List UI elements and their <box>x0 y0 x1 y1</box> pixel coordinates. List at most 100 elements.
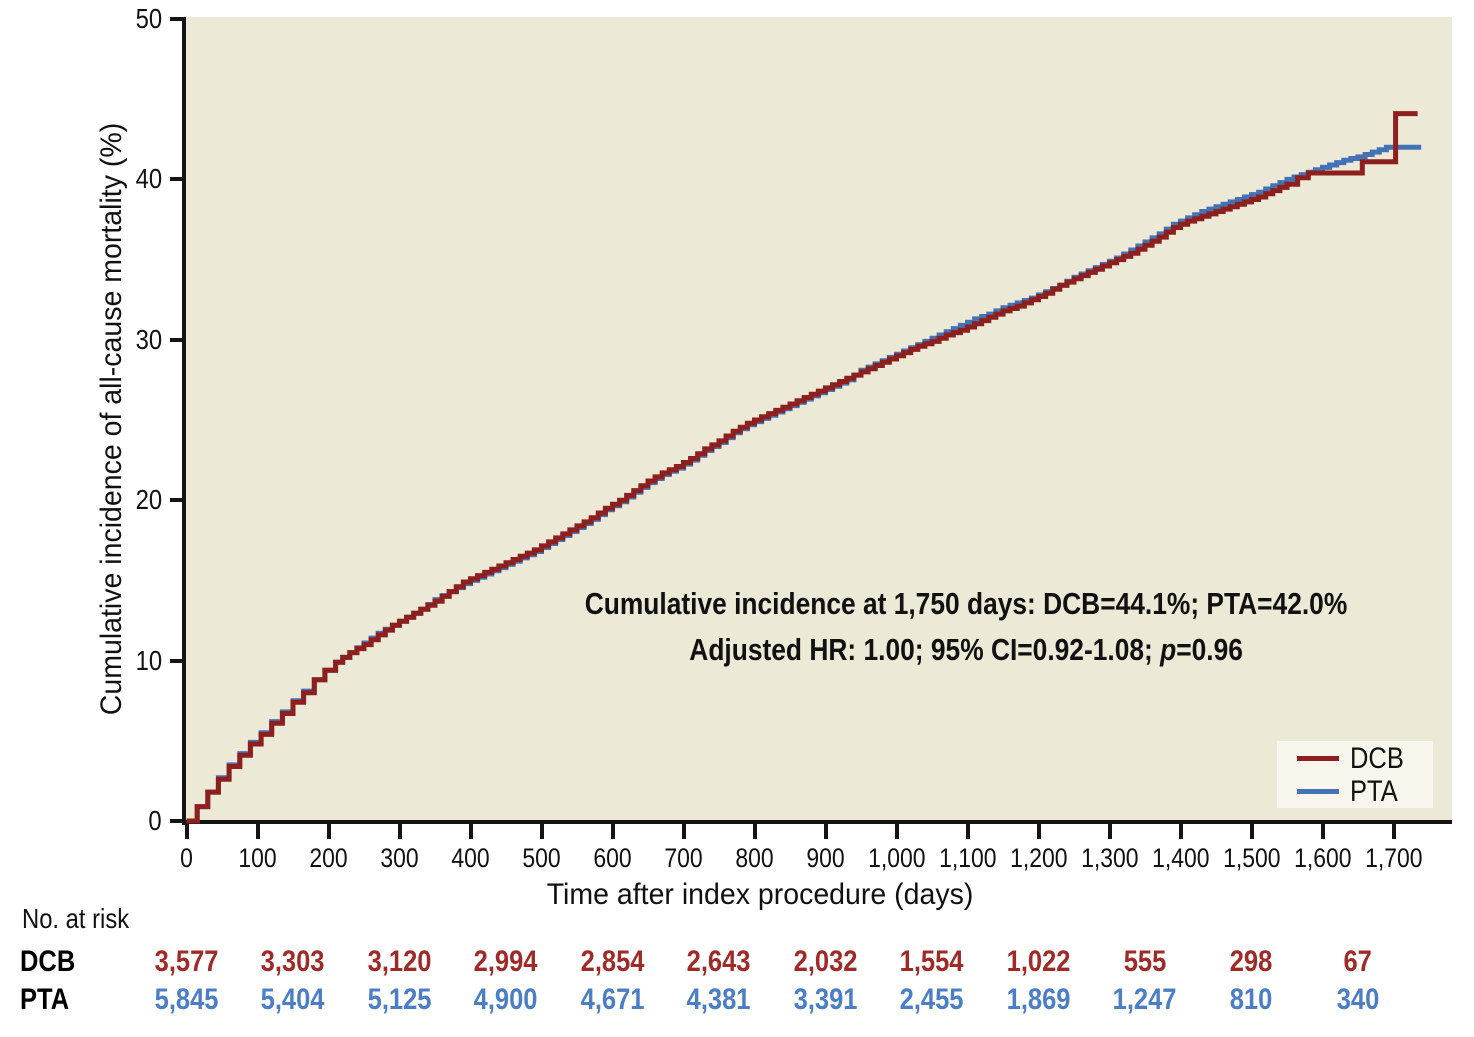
risk-value-text: 298 <box>1230 945 1273 978</box>
y-tick-text: 10 <box>135 644 162 676</box>
risk-row-label-pta: PTA <box>20 983 70 1016</box>
x-tick-text: 1,600 <box>1293 843 1352 873</box>
x-tick-mark <box>1178 824 1183 839</box>
risk-value-text: 5,125 <box>367 983 432 1016</box>
risk-value: 5,125 <box>335 983 465 1017</box>
y-tick-label: 50 <box>92 3 162 35</box>
risk-value: 1,869 <box>974 983 1104 1017</box>
risk-value: 3,391 <box>761 983 891 1017</box>
risk-value: 2,032 <box>761 945 891 979</box>
x-tick-mark <box>1036 824 1041 839</box>
x-tick-text: 600 <box>593 843 632 873</box>
x-tick-label: 200 <box>281 842 377 874</box>
risk-value-text: 340 <box>1336 983 1380 1016</box>
x-tick-mark <box>1320 824 1325 839</box>
y-axis-line <box>182 17 186 825</box>
x-tick-label: 1,000 <box>849 842 945 874</box>
x-tick-text: 1,500 <box>1222 843 1281 873</box>
risk-value-text: 3,391 <box>793 983 858 1016</box>
risk-value-text: 5,845 <box>154 983 219 1016</box>
x-tick-mark <box>184 824 189 839</box>
x-tick-text: 1,100 <box>938 843 997 873</box>
x-tick-mark <box>823 824 828 839</box>
risk-value-text: 4,900 <box>474 983 538 1016</box>
risk-value-text: 4,671 <box>580 983 645 1016</box>
risk-value-text: 2,854 <box>580 945 645 978</box>
y-tick-text: 50 <box>135 3 162 34</box>
x-tick-label: 1,500 <box>1204 842 1300 874</box>
risk-value: 2,643 <box>654 945 784 979</box>
x-tick-label: 1,200 <box>991 842 1087 874</box>
x-tick-label: 600 <box>565 842 661 874</box>
x-tick-text: 900 <box>806 843 845 873</box>
risk-value: 340 <box>1293 983 1423 1017</box>
y-tick-mark <box>170 177 183 182</box>
risk-value: 3,303 <box>228 945 358 979</box>
legend-entry-dcb: DCB <box>1297 743 1433 773</box>
plot-area <box>186 17 1452 821</box>
x-tick-mark <box>610 824 615 839</box>
legend: DCB PTA <box>1277 741 1433 808</box>
y-tick-label: 20 <box>92 484 162 516</box>
annotation: Cumulative incidence at 1,750 days: DCB=… <box>517 581 1414 673</box>
x-tick-mark <box>1249 824 1254 839</box>
risk-value-text: 2,455 <box>900 983 964 1016</box>
y-tick-text: 0 <box>148 805 162 836</box>
risk-value: 2,455 <box>867 983 997 1017</box>
x-tick-text: 400 <box>451 843 490 873</box>
risk-value: 5,404 <box>228 983 358 1017</box>
x-tick-text: 1,400 <box>1151 843 1210 873</box>
risk-value-text: 2,994 <box>474 945 538 978</box>
risk-value-text: 67 <box>1343 945 1373 978</box>
legend-swatch-pta <box>1297 788 1339 794</box>
x-tick-text: 1,200 <box>1009 843 1068 873</box>
risk-value-text: 1,022 <box>1006 945 1071 978</box>
legend-swatch-dcb <box>1297 755 1339 761</box>
risk-value: 3,577 <box>122 945 252 979</box>
risk-value-text: 3,120 <box>367 945 432 978</box>
annotation-line-2: Adjusted HR: 1.00; 95% CI=0.92-1.08; p=0… <box>689 632 1243 667</box>
y-tick-label: 40 <box>92 163 162 195</box>
risk-value: 2,994 <box>441 945 571 979</box>
x-tick-mark <box>1107 824 1112 839</box>
x-tick-label: 400 <box>423 842 519 874</box>
risk-value: 5,845 <box>122 983 252 1017</box>
y-tick-mark <box>170 337 183 342</box>
risk-value: 555 <box>1080 945 1210 979</box>
x-tick-text: 300 <box>380 843 419 873</box>
x-tick-mark <box>752 824 757 839</box>
risk-value-text: 4,381 <box>687 983 751 1016</box>
y-tick-text: 40 <box>135 163 162 195</box>
risk-value-text: 1,554 <box>900 945 964 978</box>
x-tick-text: 200 <box>309 843 348 873</box>
risk-value: 1,247 <box>1080 983 1210 1017</box>
risk-value-text: 3,303 <box>261 945 325 978</box>
x-tick-text: 500 <box>522 843 561 873</box>
legend-label-pta: PTA <box>1350 774 1398 808</box>
y-tick-mark <box>170 498 183 503</box>
x-tick-mark <box>397 824 402 839</box>
annotation-line-1: Cumulative incidence at 1,750 days: DCB=… <box>584 586 1348 621</box>
x-tick-text: 1,300 <box>1080 843 1139 873</box>
x-tick-label: 300 <box>352 842 448 874</box>
risk-value-text: 2,032 <box>793 945 858 978</box>
risk-value: 4,900 <box>441 983 571 1017</box>
x-tick-text: 100 <box>238 843 277 873</box>
x-tick-text: 1,000 <box>867 843 926 873</box>
risk-value-text: 555 <box>1123 945 1167 978</box>
y-tick-mark <box>170 819 183 823</box>
y-tick-text: 20 <box>135 484 162 516</box>
risk-value: 4,381 <box>654 983 784 1017</box>
x-tick-label: 100 <box>210 842 306 874</box>
x-tick-label: 1,400 <box>1133 842 1229 874</box>
y-tick-label: 30 <box>92 324 162 356</box>
risk-value: 67 <box>1293 945 1423 979</box>
risk-value-text: 810 <box>1230 983 1273 1016</box>
x-tick-mark <box>468 824 473 839</box>
legend-entry-pta: PTA <box>1297 774 1433 808</box>
x-tick-mark <box>1391 824 1396 839</box>
x-tick-mark <box>681 824 686 839</box>
x-tick-label: 0 <box>139 842 235 874</box>
y-tick-mark <box>170 17 183 21</box>
